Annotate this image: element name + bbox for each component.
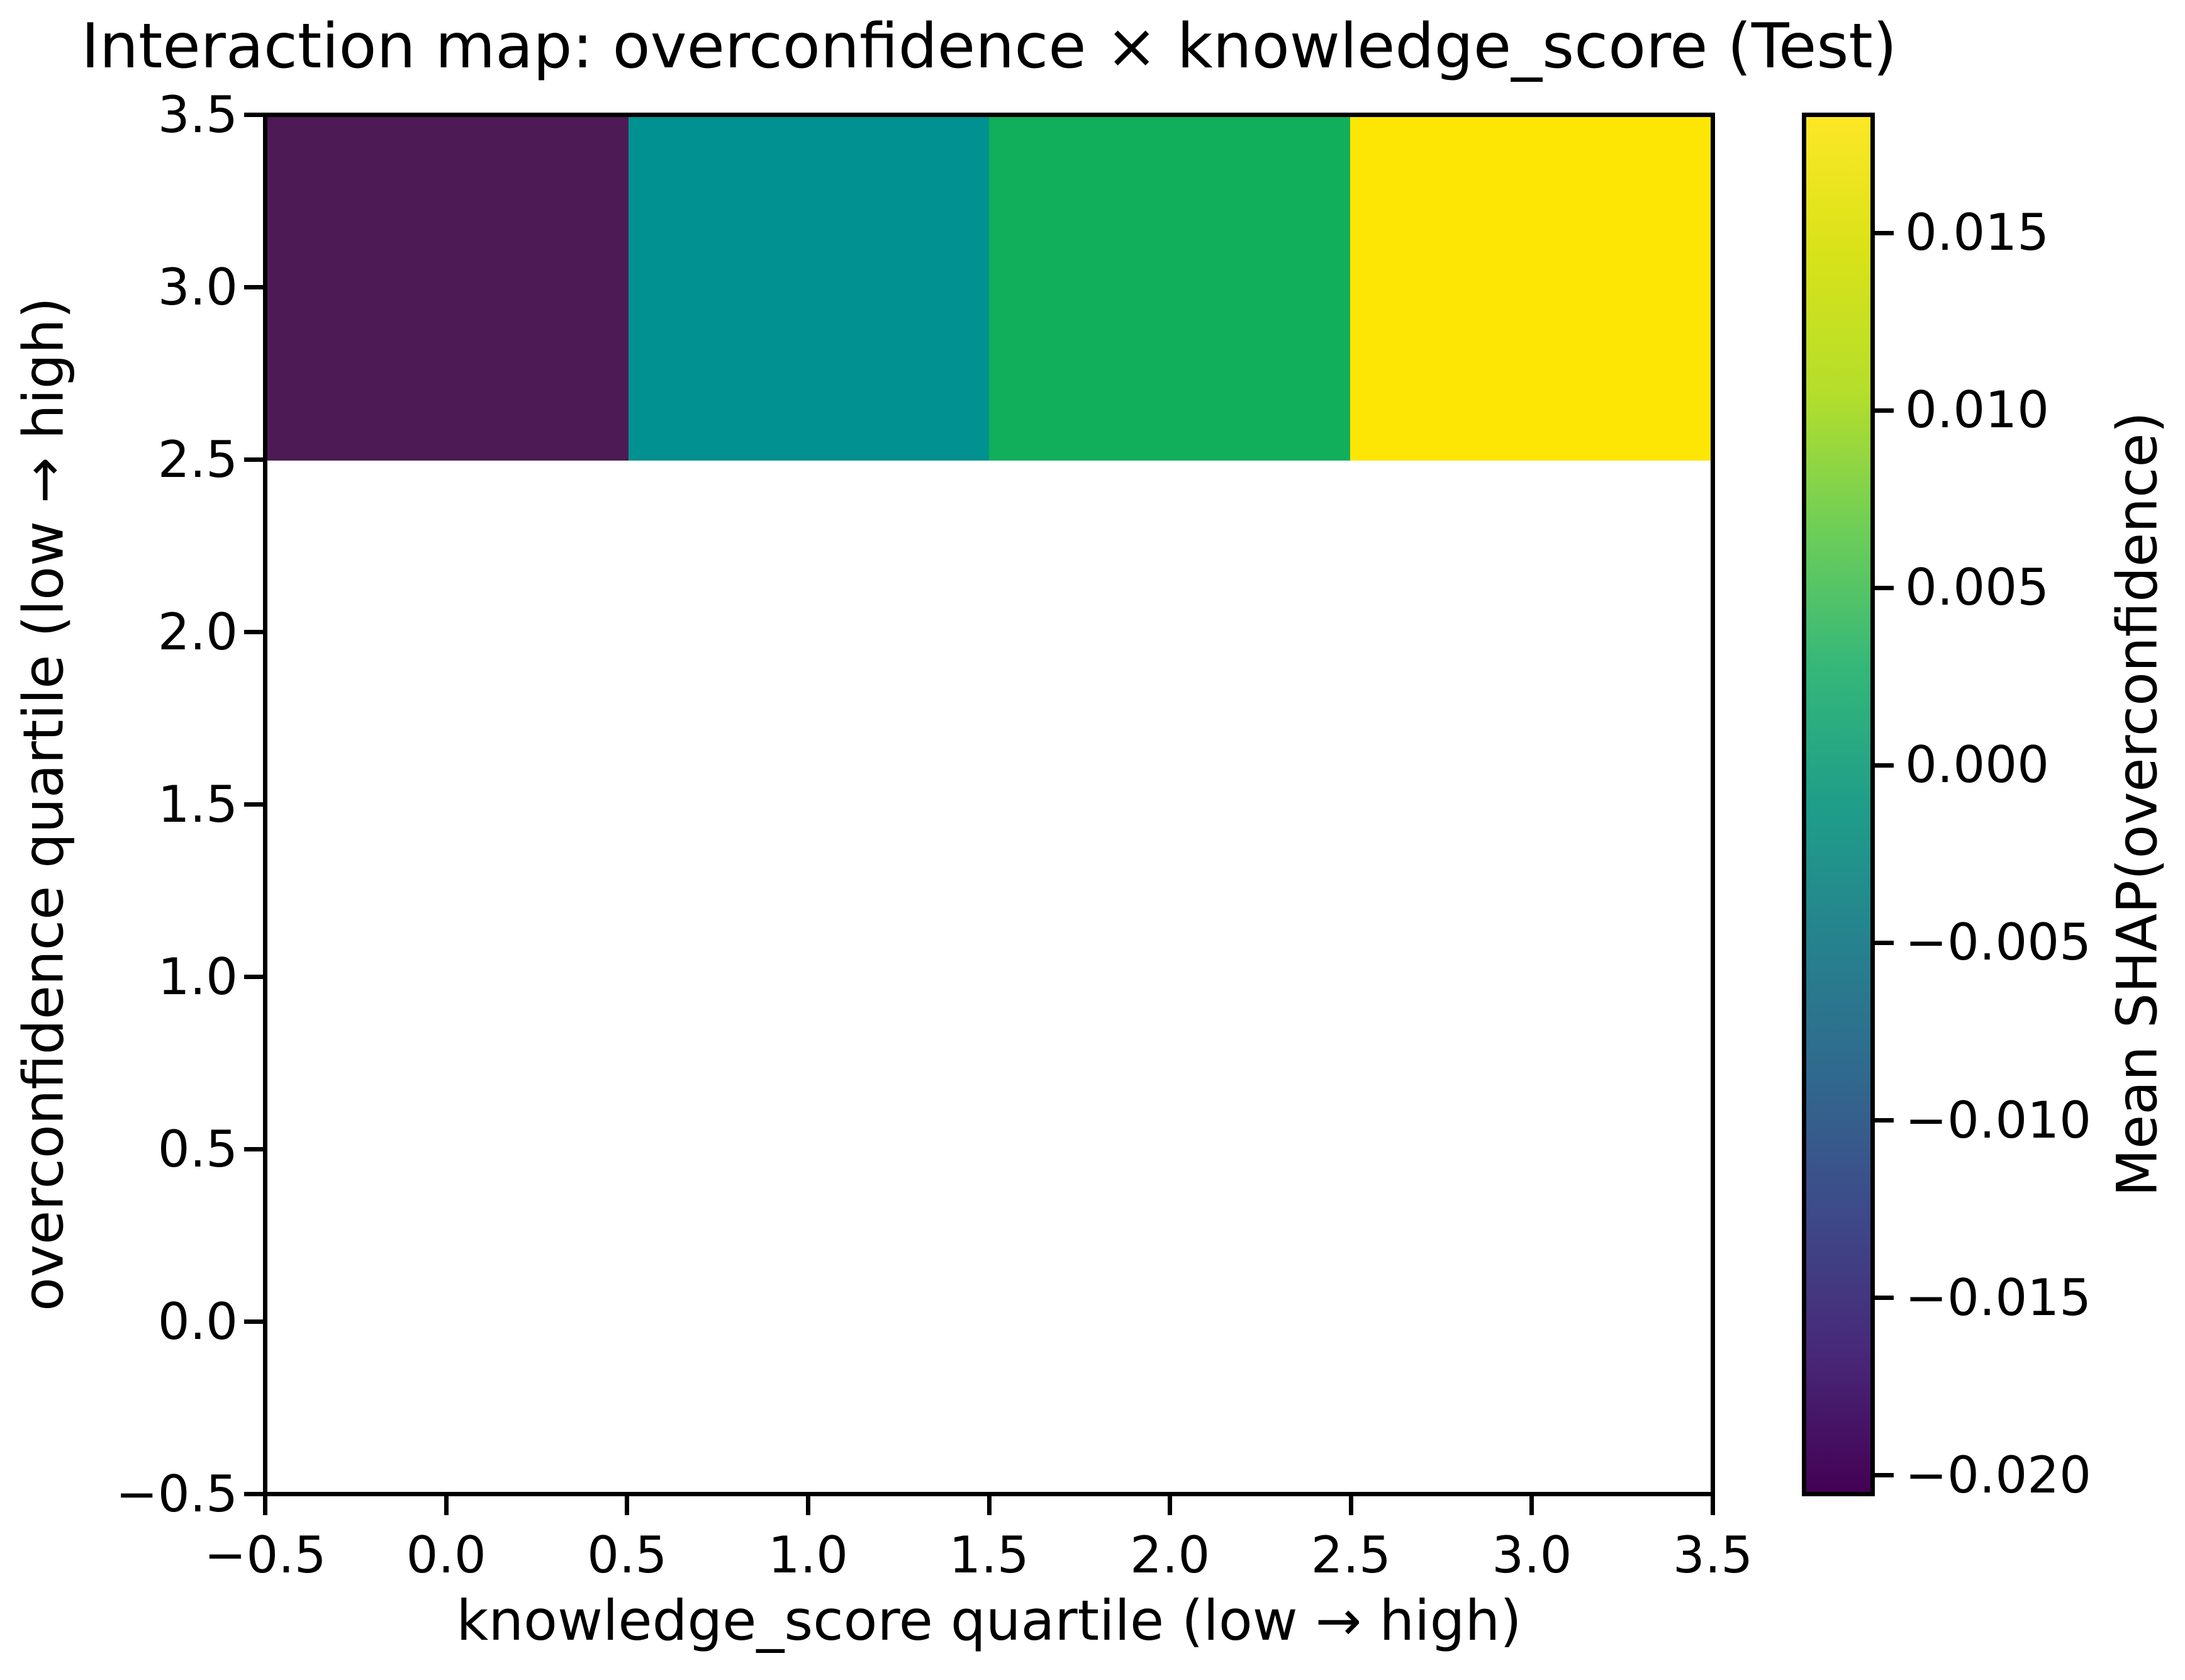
colorbar-tick-label: 0.010 xyxy=(1905,381,2050,440)
x-tick-mark xyxy=(625,1496,630,1515)
heatmap-plot-area xyxy=(263,113,1715,1496)
x-tick-label: 0.5 xyxy=(587,1526,668,1584)
x-tick-mark xyxy=(805,1496,810,1515)
y-tick-mark xyxy=(244,1319,263,1324)
x-tick-label: −0.5 xyxy=(204,1526,327,1584)
y-tick-label: 1.0 xyxy=(157,947,238,1006)
y-tick-label: 3.5 xyxy=(157,85,238,144)
y-tick-mark xyxy=(244,285,263,289)
y-tick-mark xyxy=(244,802,263,807)
colorbar-label: Mean SHAP(overconfidence) xyxy=(2104,412,2170,1197)
heatmap-cell-x3-y3 xyxy=(1350,117,1711,461)
y-tick-mark xyxy=(244,1147,263,1151)
x-tick-label: 0.0 xyxy=(406,1526,486,1584)
x-tick-mark xyxy=(444,1496,449,1515)
x-tick-mark xyxy=(263,1496,267,1515)
colorbar-tick-mark xyxy=(1875,585,1894,590)
y-tick-mark xyxy=(244,1492,263,1496)
colorbar-tick-label: 0.005 xyxy=(1905,558,2050,617)
colorbar-tick-mark xyxy=(1875,763,1894,768)
x-tick-label: 1.5 xyxy=(949,1526,1029,1584)
x-tick-label: 2.5 xyxy=(1310,1526,1391,1584)
x-tick-label: 2.0 xyxy=(1130,1526,1210,1584)
y-tick-mark xyxy=(244,975,263,979)
heatmap-cell-x1-y3 xyxy=(628,117,989,461)
colorbar-tick-mark xyxy=(1875,940,1894,945)
heatmap-cell-x0-y3 xyxy=(267,117,629,461)
colorbar-tick-label: −0.005 xyxy=(1905,913,2092,972)
x-tick-mark xyxy=(1529,1496,1534,1515)
colorbar-tick-mark xyxy=(1875,1118,1894,1123)
y-tick-label: 1.5 xyxy=(157,775,238,834)
x-tick-mark xyxy=(1348,1496,1353,1515)
heatmap-cell-x2-y3 xyxy=(989,117,1350,461)
y-tick-label: 0.5 xyxy=(157,1119,238,1179)
colorbar-tick-mark xyxy=(1875,230,1894,235)
chart-title: Interaction map: overconfidence × knowle… xyxy=(81,11,1897,82)
y-tick-label: 2.5 xyxy=(157,430,238,489)
y-tick-mark xyxy=(244,630,263,634)
colorbar-tick-mark xyxy=(1875,408,1894,413)
y-tick-mark xyxy=(244,457,263,462)
colorbar-tick-label: −0.020 xyxy=(1905,1445,2092,1504)
y-tick-label: 2.0 xyxy=(157,602,238,661)
colorbar-tick-label: 0.015 xyxy=(1905,203,2050,262)
x-tick-mark xyxy=(1168,1496,1173,1515)
y-tick-label: −0.5 xyxy=(115,1464,238,1523)
x-tick-label: 1.0 xyxy=(768,1526,848,1584)
x-tick-label: 3.5 xyxy=(1672,1526,1753,1584)
y-tick-mark xyxy=(244,113,263,117)
colorbar-tick-label: −0.010 xyxy=(1905,1090,2092,1150)
colorbar-tick-label: 0.000 xyxy=(1905,736,2050,795)
x-tick-mark xyxy=(986,1496,992,1515)
y-tick-label: 0.0 xyxy=(157,1292,238,1351)
y-tick-label: 3.0 xyxy=(157,257,238,316)
colorbar-tick-mark xyxy=(1875,1473,1894,1478)
x-tick-mark xyxy=(1711,1496,1715,1515)
colorbar xyxy=(1802,113,1875,1496)
x-axis-label: knowledge_score quartile (low → high) xyxy=(456,1588,1522,1653)
colorbar-tick-label: −0.015 xyxy=(1905,1268,2092,1327)
x-tick-label: 3.0 xyxy=(1492,1526,1572,1584)
colorbar-tick-mark xyxy=(1875,1296,1894,1301)
